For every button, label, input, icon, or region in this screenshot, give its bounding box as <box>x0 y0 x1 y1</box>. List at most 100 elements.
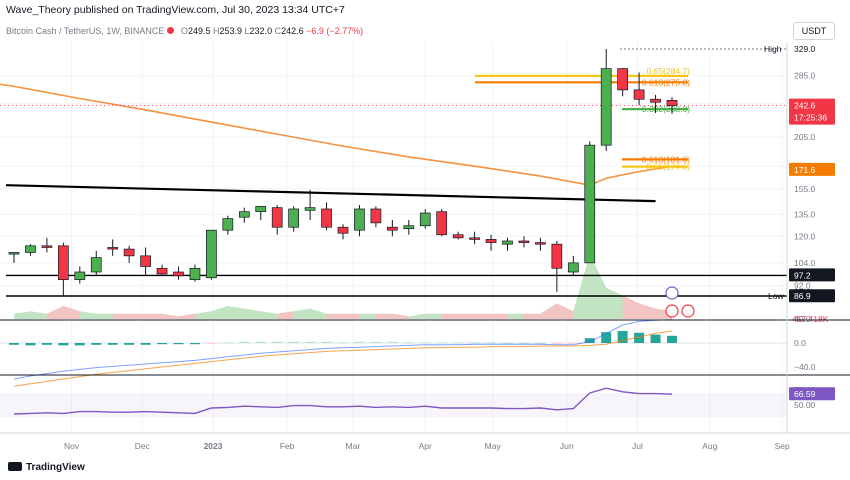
volume-down-segment <box>63 306 80 319</box>
symbol-legend: Bitcoin Cash / TetherUS, 1W, BINANCE O24… <box>6 26 363 36</box>
macd-tick-label: 0.0 <box>794 338 806 348</box>
time-tick-label: Jul <box>632 441 643 451</box>
time-tick-label: Feb <box>280 441 295 451</box>
price-tick-label: 285.0 <box>794 71 816 81</box>
price-labels: 242.6 17:25:36 171.6 97.2 86.9 <box>789 98 835 303</box>
tradingview-logo: TradingView <box>8 462 85 473</box>
low-label: L <box>244 26 250 36</box>
candle-body <box>337 226 349 234</box>
macd-pane: 40.0 0.0 −40.0 <box>0 314 816 387</box>
volume-down-segment <box>129 313 146 319</box>
volume-down-segment <box>112 313 130 319</box>
event-marker-icon <box>681 304 695 318</box>
candle-body <box>666 100 678 106</box>
price-label-value: 242.6 <box>794 101 816 111</box>
price-label-box <box>789 289 835 303</box>
macd-histogram-bar <box>305 341 316 343</box>
candle-body <box>238 211 250 218</box>
candle-body <box>584 144 596 264</box>
tradingview-brand: TradingView <box>26 462 85 473</box>
candle-body <box>567 262 579 273</box>
volume-down-segment <box>145 313 163 319</box>
candle-body <box>633 89 645 100</box>
macd-histogram-bar <box>486 342 497 344</box>
macd-histogram-bar <box>58 343 69 346</box>
time-tick-label: Apr <box>419 441 432 451</box>
macd-histogram-bar <box>222 342 233 344</box>
candle-body <box>535 242 546 245</box>
macd-histogram-bar <box>502 343 513 344</box>
candle-body <box>74 271 86 281</box>
macd-histogram-bar <box>74 343 85 346</box>
candle-body <box>173 271 184 277</box>
price-label-value: 171.6 <box>794 165 816 175</box>
time-tick-label: Sep <box>775 441 790 451</box>
candle-body <box>403 225 415 230</box>
price-tick-label: 135.0 <box>794 209 816 219</box>
candle-body <box>387 226 398 231</box>
currency-button[interactable]: USDT <box>793 22 835 40</box>
macd-histogram-bar <box>568 343 579 344</box>
macd-histogram-bar <box>370 341 381 343</box>
candle-body <box>436 211 448 236</box>
high-label: H <box>212 26 220 36</box>
macd-histogram-bar <box>206 343 217 344</box>
event-marker-icon <box>665 286 679 300</box>
high-label: High <box>764 44 782 54</box>
candle-body <box>650 98 661 103</box>
fib-level-label: 0.65(284.7) <box>647 66 691 76</box>
candle-body <box>502 240 513 245</box>
volume-down-segment <box>622 295 640 319</box>
macd-tick-label: 40.0 <box>794 314 811 324</box>
price-tick-label: 104.0 <box>794 258 816 268</box>
candle-body <box>370 208 382 224</box>
macd-histogram-bar <box>25 343 36 346</box>
drawings: High329.0Low87.00.65(284.7)0.618(275.0)0… <box>0 44 816 318</box>
macd-histogram-bar <box>272 341 283 343</box>
candles <box>8 49 678 296</box>
volume-down-segment <box>277 311 294 319</box>
candle-body <box>206 229 217 279</box>
candle-body <box>123 248 135 257</box>
candle-body <box>41 245 53 248</box>
candle-body <box>189 267 201 281</box>
rsi-tick-label: 50.00 <box>794 400 816 410</box>
fib-level-label: 0.618(275.0) <box>642 77 690 87</box>
rsi-value-label: 66.59 <box>794 389 816 399</box>
open-label: O <box>180 26 188 36</box>
macd-histogram-bar <box>239 341 250 343</box>
volume-down-segment <box>162 313 179 319</box>
macd-histogram-bar <box>436 342 447 344</box>
high-value: 253.9 <box>219 26 243 36</box>
candle-body <box>8 252 20 255</box>
macd-histogram-bar <box>338 342 348 344</box>
macd-histogram-bar <box>321 341 332 343</box>
candle-body <box>354 208 365 231</box>
volume-down-segment <box>326 313 343 319</box>
macd-histogram-bar <box>650 334 661 343</box>
volume-label: 457.418K <box>792 314 829 324</box>
price-tick-label: 155.0 <box>794 184 816 194</box>
open-value: 249.5 <box>187 26 211 36</box>
candle-body <box>57 245 69 281</box>
macd-histogram-bar <box>667 335 677 343</box>
grid <box>0 42 784 432</box>
volume-down-segment <box>178 313 195 319</box>
price-label-countdown: 17:25:36 <box>794 113 827 123</box>
fib-level-label: 0.65(174.6) <box>647 162 691 172</box>
price-label-value: 97.2 <box>794 270 811 280</box>
volume-down-segment <box>343 313 360 319</box>
event-marker-icon <box>665 304 679 318</box>
volume-down-segment <box>474 313 492 319</box>
volume-down-segment <box>46 306 64 319</box>
candle-body <box>304 207 316 211</box>
macd-histogram-bar <box>124 343 135 345</box>
candle-body <box>90 257 102 273</box>
volume-down-segment <box>556 303 574 319</box>
price-tick-label: 205.0 <box>794 132 816 142</box>
fib-level-label: 0.382(238.0) <box>642 104 690 114</box>
close-label: C <box>274 26 282 36</box>
rsi-line <box>13 387 673 415</box>
